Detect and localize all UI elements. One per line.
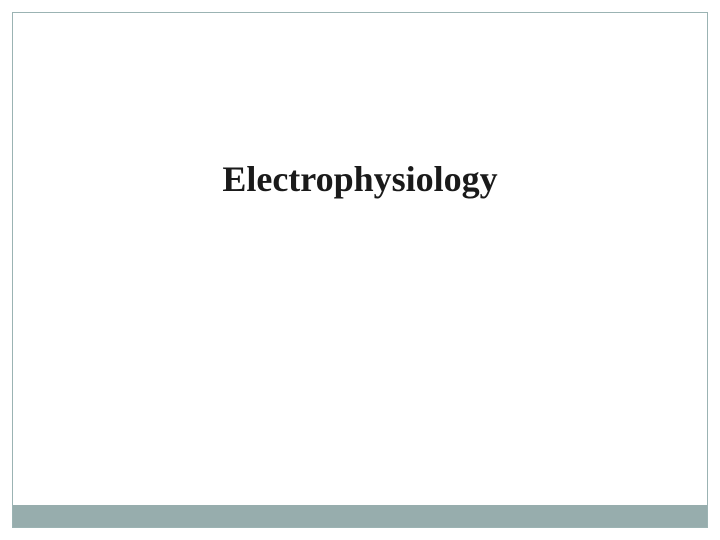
- title-area: Electrophysiology: [13, 158, 707, 200]
- slide-title: Electrophysiology: [13, 158, 707, 200]
- slide-frame: Electrophysiology: [12, 12, 708, 528]
- footer-accent-bar: [13, 505, 707, 527]
